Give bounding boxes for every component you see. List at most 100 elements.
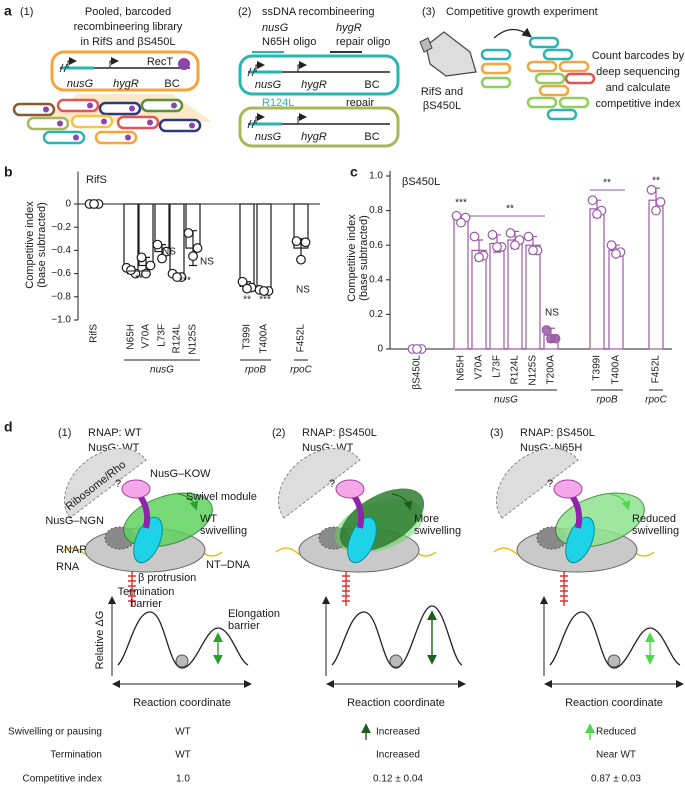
plasmid-dot: [73, 134, 79, 141]
group-label: rpoC: [645, 395, 667, 406]
rna: [560, 572, 568, 606]
barcode-pill: [526, 96, 558, 109]
table-cell: Near WT: [596, 750, 636, 761]
barcode-pill: [480, 48, 512, 61]
column-number: (2): [272, 427, 285, 439]
data-point: [300, 237, 311, 248]
rnap-label: RNAP: βS450L: [520, 427, 595, 439]
y-tick-label: −0.8: [51, 291, 71, 302]
oligo-gene: nusG: [262, 22, 289, 34]
data-point: [259, 286, 269, 296]
swivel-label: WT: [200, 513, 217, 525]
data-point: [161, 246, 172, 257]
plasmid-box: [238, 54, 400, 96]
data-point: [651, 205, 661, 216]
bar: [608, 249, 624, 350]
data-point: [451, 210, 462, 221]
table-cell: Increased: [376, 727, 420, 738]
data-point: [592, 209, 602, 219]
enzyme-label: RecT: [147, 56, 174, 68]
energy-curve: [549, 611, 681, 669]
nusg-linker: [137, 494, 151, 529]
y-tick-label: −1.0: [51, 315, 71, 326]
promoter: [109, 57, 119, 68]
unknown-label: ?: [329, 478, 335, 490]
x-tick-label: V70A: [474, 355, 485, 380]
y-tick-label: −0.6: [51, 268, 71, 279]
strain-label: βS450L: [423, 100, 461, 112]
plasmid-dot: [87, 102, 93, 109]
barcode-pill: [534, 72, 566, 85]
significance: ***: [179, 276, 191, 287]
bar: [239, 203, 255, 287]
dna-label: NT–DNA: [206, 559, 251, 571]
nusg-kow: [553, 479, 583, 499]
bar: [256, 203, 272, 292]
plasmid: [140, 98, 184, 113]
table-cell: Increased: [376, 750, 420, 761]
promoter: [297, 113, 307, 124]
ngn-label: NusG–NGN: [45, 515, 104, 527]
plasmid-dot: [101, 118, 107, 125]
rnap-label: RNAP: WT: [88, 427, 142, 439]
x-tick-label: N65H: [126, 324, 137, 350]
barcode-pill: [558, 60, 590, 73]
readout-label: competitive index: [596, 98, 681, 110]
plasmid: [12, 102, 56, 117]
chart-title: βS450L: [402, 176, 440, 188]
y-tick-label: −0.2: [51, 222, 71, 233]
gene-label: nusG: [255, 131, 282, 143]
data-point: [152, 239, 163, 250]
swivel-arrow: [177, 493, 199, 511]
data-point: [474, 252, 484, 263]
table-cell: WT: [175, 727, 191, 738]
bar: [123, 203, 139, 271]
swivel-label: More: [414, 513, 439, 525]
rna: [128, 572, 136, 606]
oligo-label: N65H oligo: [262, 36, 316, 48]
marker-label: hygR: [301, 131, 327, 143]
barcode-label: BC: [364, 131, 379, 143]
beta-protrusion: [347, 516, 377, 564]
y-axis-label: Competitive index: [24, 201, 36, 289]
beta-protrusion: [133, 516, 163, 564]
data-point: [183, 228, 194, 238]
break-mark: [247, 67, 256, 77]
x-tick-label: N125S: [188, 324, 199, 355]
swivel-arrow: [391, 493, 413, 511]
ribosome: [64, 448, 147, 519]
table-cell: 0.87 ± 0.03: [591, 774, 641, 785]
swivel-arrow: [609, 493, 631, 511]
break-mark: [59, 63, 68, 73]
column-number: (3): [490, 427, 503, 439]
data-point: [237, 276, 248, 287]
gene-label: nusG: [255, 79, 282, 91]
x-tick-label: R124L: [510, 355, 521, 385]
energy-x-label: Reaction coordinate: [133, 697, 231, 709]
bar: [648, 199, 664, 350]
rna-label: RNA: [56, 561, 80, 573]
strain-label: RifS and: [421, 86, 463, 98]
data-point: [157, 253, 167, 264]
data-point: [487, 229, 498, 240]
promoter: [255, 113, 265, 124]
x-tick-label: L73F: [157, 324, 168, 347]
plasmid-box: [238, 106, 400, 148]
bar: [525, 244, 541, 350]
data-point: [492, 242, 502, 252]
energy-curve: [331, 605, 463, 669]
barcode-label: BC: [164, 78, 179, 90]
oligo-label: repair oligo: [336, 36, 390, 48]
barrier-label: barrier: [130, 598, 162, 610]
column-number: (1): [58, 427, 71, 439]
data-point: [412, 344, 422, 354]
x-tick-label: N125S: [528, 355, 539, 386]
plasmid: [116, 115, 160, 130]
data-point: [587, 195, 598, 206]
gene-label: nusG: [67, 78, 94, 90]
y-tick-label: 0.2: [369, 309, 383, 320]
x-tick-label: F452L: [296, 324, 307, 353]
x-tick-label: T399I: [592, 355, 603, 381]
barcode-pill: [564, 72, 596, 85]
data-point: [469, 231, 480, 242]
